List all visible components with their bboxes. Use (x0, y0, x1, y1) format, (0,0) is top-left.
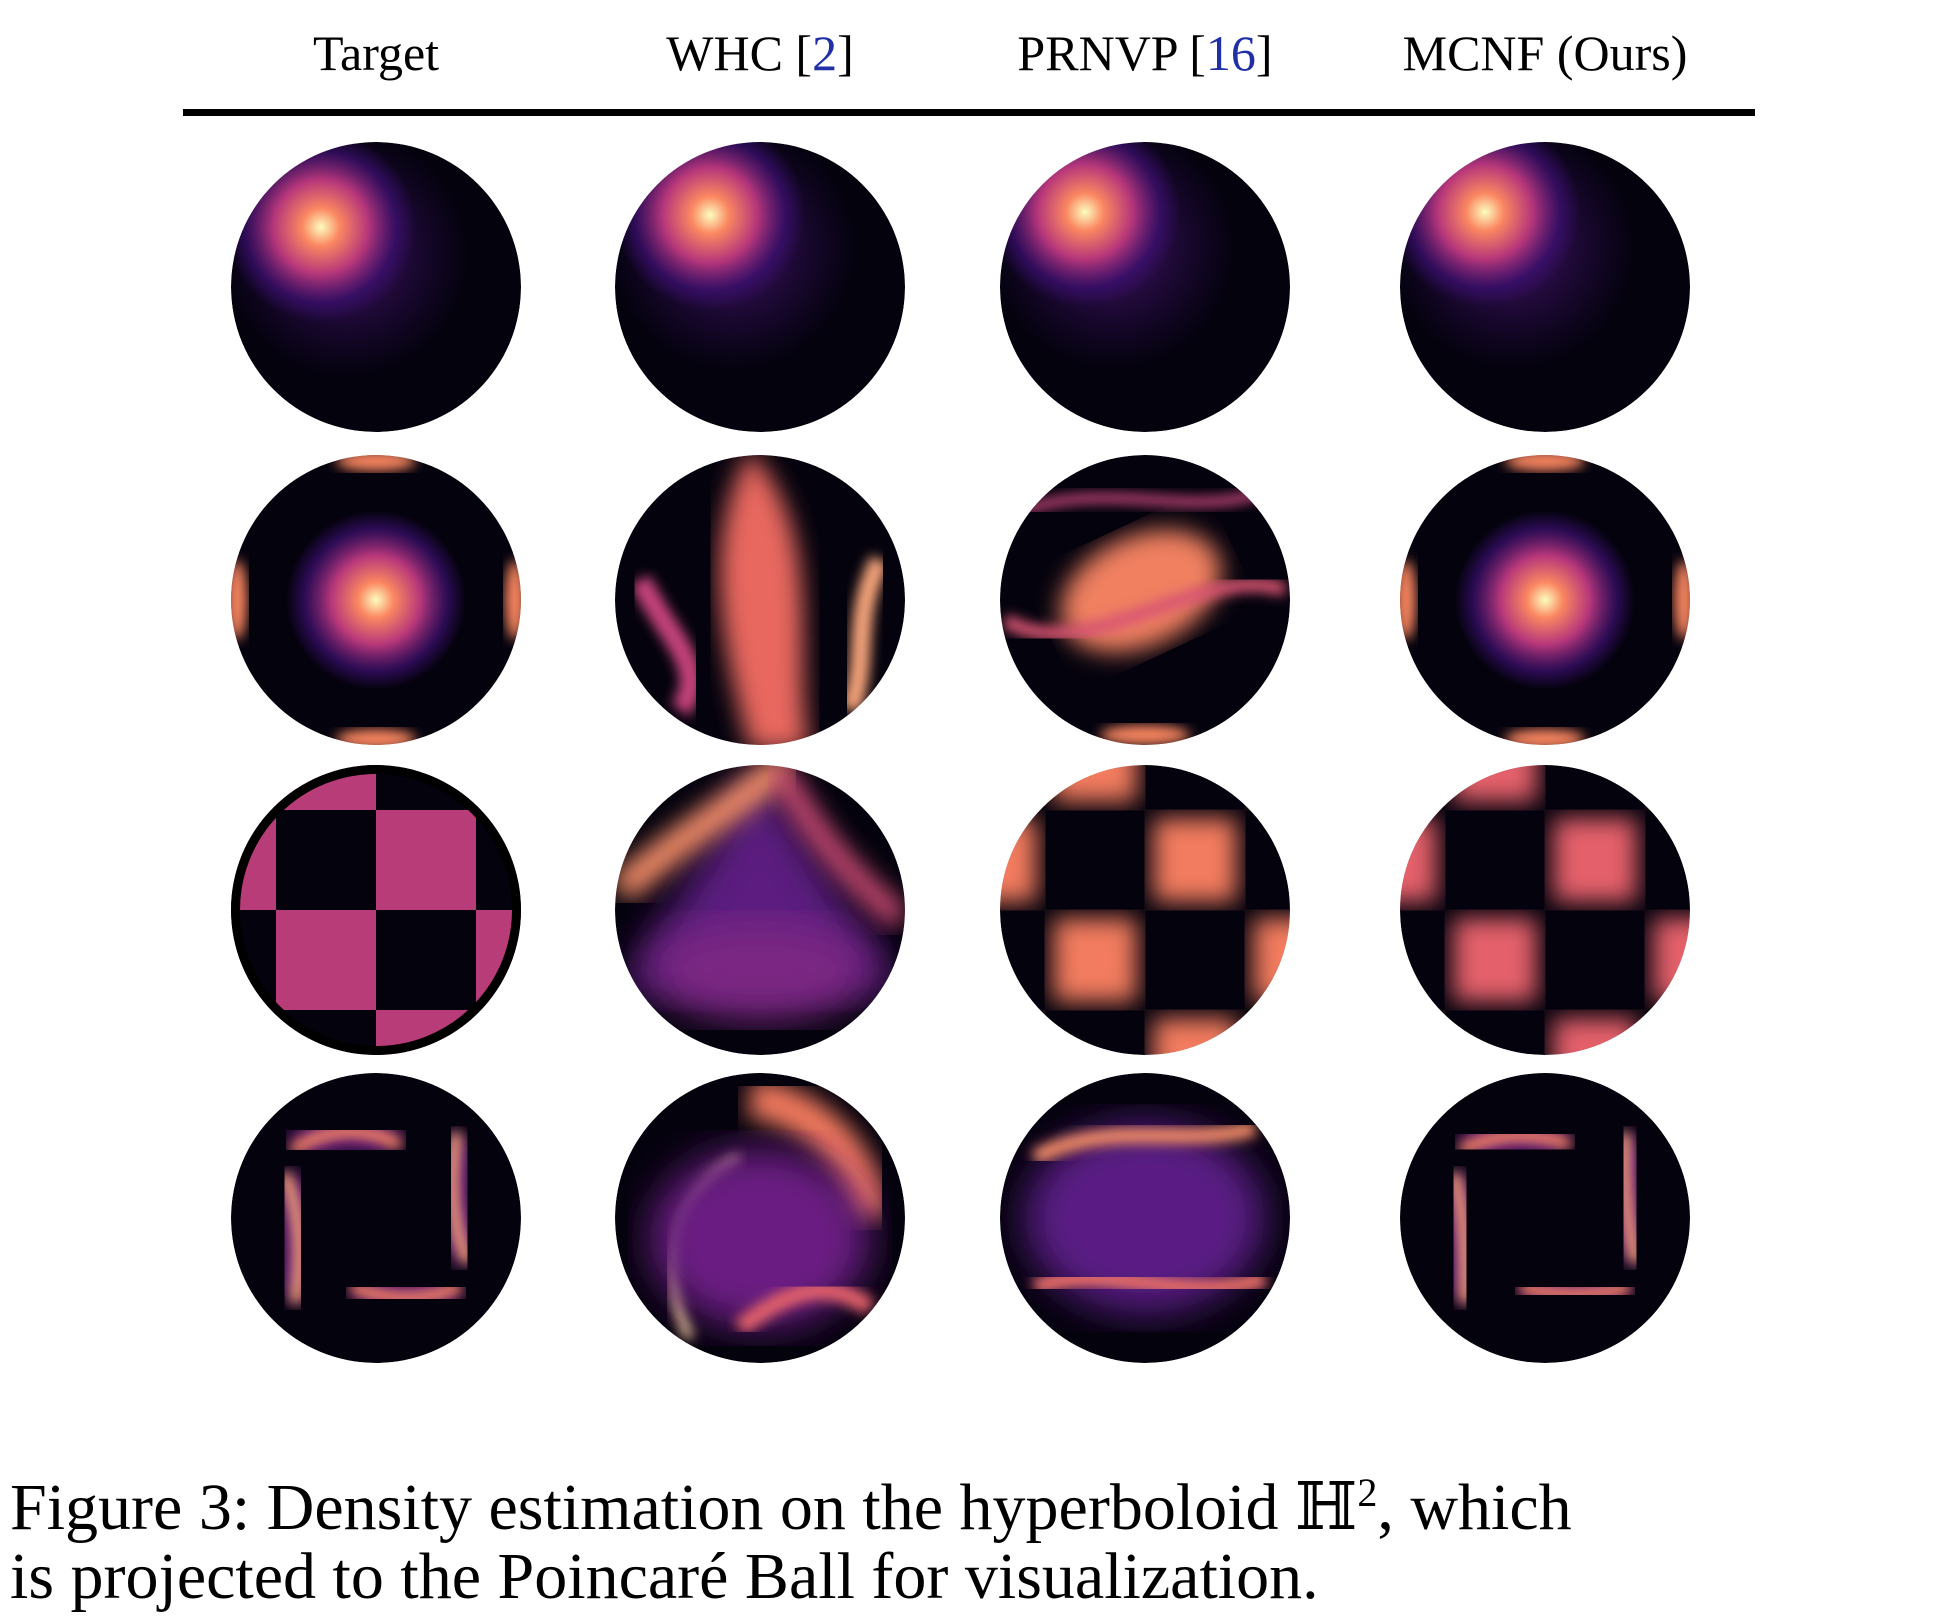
density-disk-ring-mcnf (1400, 1073, 1690, 1363)
density-disk-ring-target (231, 1073, 521, 1363)
column-header-mcnf: MCNF (Ours) (1402, 25, 1688, 81)
citation-link[interactable]: 16 (1205, 25, 1256, 81)
figure-caption-line2: is projected to the Poincaré Ball for vi… (10, 1540, 1319, 1613)
figure-caption-line1: Figure 3: Density estimation on the hype… (10, 1470, 1572, 1544)
density-disk-multimodal-whc (615, 455, 905, 745)
density-disk-checkerboard-mcnf (1400, 765, 1690, 1055)
density-disk-ring-prnvp (1000, 1073, 1290, 1363)
citation-link[interactable]: 2 (812, 25, 838, 81)
density-disk-ring-whc (615, 1073, 905, 1363)
density-disk-checkerboard-target (231, 765, 521, 1055)
density-disk-multimodal-target (231, 455, 521, 745)
density-disk-checkerboard-prnvp (1000, 765, 1290, 1055)
density-grid (231, 142, 1690, 1363)
density-disk-gaussian-prnvp (1000, 142, 1290, 432)
column-header-whc: WHC [2] (666, 25, 854, 81)
density-disk-multimodal-prnvp (1000, 455, 1290, 745)
column-header-prnvp: PRNVP [16] (1017, 25, 1273, 81)
header-rule (183, 109, 1755, 116)
density-disk-gaussian-mcnf (1400, 142, 1690, 432)
density-disk-checkerboard-whc (615, 765, 905, 1055)
column-header-target: Target (312, 25, 440, 81)
density-disk-gaussian-target (231, 142, 521, 432)
density-disk-multimodal-mcnf (1400, 455, 1690, 745)
density-disk-gaussian-whc (615, 142, 905, 432)
math-symbol: ℍ (1295, 1471, 1358, 1544)
